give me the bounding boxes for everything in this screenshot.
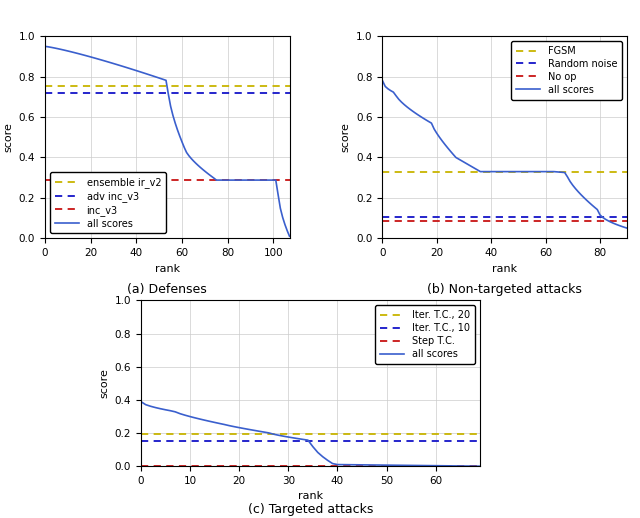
all scores — [80, 52, 88, 58]
Legend: Iter. T.C., 20, Iter. T.C., 10, Step T.C., all scores: Iter. T.C., 20, Iter. T.C., 10, Step T.C… — [375, 305, 475, 364]
Text: (a) Defenses: (a) Defenses — [127, 283, 207, 296]
all scores — [422, 463, 430, 469]
No op — [381, 218, 389, 224]
adv inc_v3 — [41, 90, 49, 96]
Line: all scores: all scores — [45, 46, 289, 236]
Text: (c) Targeted attacks: (c) Targeted attacks — [248, 502, 373, 515]
Step T.C. — [142, 463, 150, 469]
Random noise — [379, 213, 387, 220]
Iter. T.C., 10 — [142, 437, 150, 443]
all scores — [225, 423, 233, 429]
Random noise — [381, 213, 389, 220]
all scores — [441, 141, 449, 148]
adv inc_v3 — [44, 90, 51, 96]
all scores — [615, 222, 623, 228]
all scores — [281, 221, 289, 227]
Line: all scores: all scores — [383, 81, 627, 228]
Iter. T.C., 20 — [137, 431, 145, 437]
all scores — [156, 75, 163, 81]
all scores — [252, 177, 259, 183]
X-axis label: rank: rank — [155, 264, 180, 274]
Iter. T.C., 20 — [142, 431, 150, 437]
Line: all scores: all scores — [141, 401, 480, 466]
Y-axis label: score: score — [99, 368, 109, 398]
all scores — [216, 420, 223, 426]
Legend: FGSM, Random noise, No op, all scores: FGSM, Random noise, No op, all scores — [511, 41, 622, 99]
Text: (b) Non-targeted attacks: (b) Non-targeted attacks — [428, 283, 582, 296]
FGSM — [381, 168, 389, 175]
inc_v3 — [41, 177, 49, 183]
X-axis label: rank: rank — [492, 264, 517, 274]
all scores — [41, 43, 49, 49]
X-axis label: rank: rank — [298, 492, 323, 501]
all scores — [618, 223, 626, 229]
all scores — [285, 233, 293, 239]
all scores — [623, 225, 631, 231]
all scores — [137, 398, 145, 405]
FGSM — [379, 168, 387, 175]
Y-axis label: score: score — [340, 122, 351, 152]
inc_v3 — [44, 177, 51, 183]
all scores — [240, 425, 248, 431]
No op — [379, 218, 387, 224]
all scores — [66, 48, 74, 54]
all scores — [476, 463, 484, 469]
all scores — [324, 457, 332, 464]
all scores — [236, 177, 243, 183]
all scores — [408, 108, 416, 114]
ensemble ir_v2 — [44, 83, 51, 89]
ensemble ir_v2 — [41, 83, 49, 89]
Legend: ensemble ir_v2, adv inc_v3, inc_v3, all scores: ensemble ir_v2, adv inc_v3, inc_v3, all … — [50, 172, 166, 234]
Iter. T.C., 10 — [137, 437, 145, 443]
all scores — [436, 134, 444, 140]
Step T.C. — [137, 463, 145, 469]
all scores — [379, 78, 387, 84]
all scores — [427, 463, 435, 469]
all scores — [586, 199, 593, 206]
Y-axis label: score: score — [3, 122, 13, 152]
